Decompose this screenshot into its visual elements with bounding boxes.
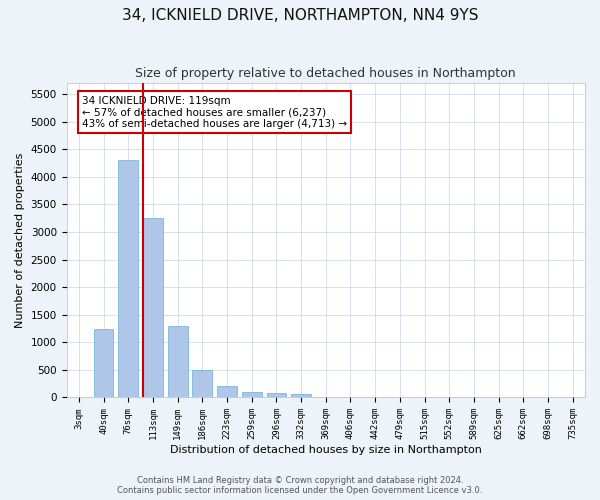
- Bar: [217, 386, 237, 398]
- Title: Size of property relative to detached houses in Northampton: Size of property relative to detached ho…: [136, 68, 516, 80]
- Bar: [242, 392, 262, 398]
- Text: 34 ICKNIELD DRIVE: 119sqm
← 57% of detached houses are smaller (6,237)
43% of se: 34 ICKNIELD DRIVE: 119sqm ← 57% of detac…: [82, 96, 347, 129]
- Text: Contains HM Land Registry data © Crown copyright and database right 2024.
Contai: Contains HM Land Registry data © Crown c…: [118, 476, 482, 495]
- Bar: [118, 160, 138, 398]
- Bar: [94, 328, 113, 398]
- Bar: [168, 326, 188, 398]
- X-axis label: Distribution of detached houses by size in Northampton: Distribution of detached houses by size …: [170, 445, 482, 455]
- Bar: [143, 218, 163, 398]
- Text: 34, ICKNIELD DRIVE, NORTHAMPTON, NN4 9YS: 34, ICKNIELD DRIVE, NORTHAMPTON, NN4 9YS: [122, 8, 478, 22]
- Bar: [291, 394, 311, 398]
- Bar: [266, 393, 286, 398]
- Y-axis label: Number of detached properties: Number of detached properties: [15, 152, 25, 328]
- Bar: [193, 370, 212, 398]
